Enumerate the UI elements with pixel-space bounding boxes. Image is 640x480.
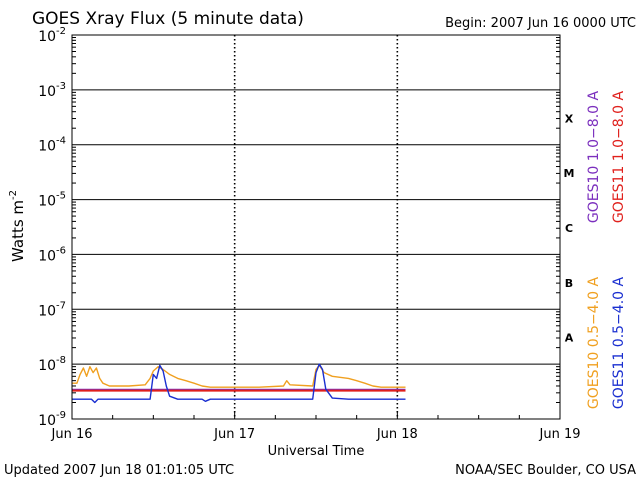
y-tick-label: 10-6 bbox=[38, 245, 66, 264]
x-axis-label: Universal Time bbox=[268, 444, 365, 459]
y-tick-exponent: -6 bbox=[56, 245, 66, 256]
series-line bbox=[72, 364, 406, 388]
flare-class-labels: X M C B A bbox=[564, 112, 575, 344]
grid-layer bbox=[71, 35, 561, 419]
legend: GOES10 1.0−8.0 A GOES11 1.0−8.0 A GOES10 0… bbox=[586, 91, 627, 410]
y-tick-exponent: -5 bbox=[56, 191, 66, 202]
y-axis-label-base: Watts m bbox=[9, 200, 27, 262]
plot-frame bbox=[71, 34, 561, 420]
y-axis-label: Watts m-2 bbox=[8, 190, 27, 262]
legend-entry: GOES10 0.5−4.0 A bbox=[586, 277, 602, 410]
y-tick-exponent: -7 bbox=[56, 300, 66, 311]
y-tick-base: 10 bbox=[38, 303, 56, 319]
y-tick-label: 10-7 bbox=[38, 300, 66, 319]
y-tick-label: 10-9 bbox=[38, 410, 66, 429]
y-tick-label: 10-2 bbox=[38, 26, 66, 45]
y-tick-label: 10-4 bbox=[38, 136, 66, 155]
y-tick-label: 10-3 bbox=[38, 81, 66, 100]
x-tick-label: Jun 16 bbox=[51, 427, 93, 442]
y-tick-base: 10 bbox=[38, 139, 56, 155]
legend-entry: GOES11 0.5−4.0 A bbox=[611, 277, 627, 410]
flare-class-label: C bbox=[565, 222, 573, 235]
series-line bbox=[72, 363, 406, 404]
y-tick-base: 10 bbox=[38, 413, 56, 429]
flare-class-label: B bbox=[565, 277, 573, 290]
y-tick-exponent: -4 bbox=[56, 136, 66, 147]
flare-class-label: X bbox=[565, 112, 574, 125]
x-tick-label: Jun 18 bbox=[376, 427, 418, 442]
y-tick-label: 10-5 bbox=[38, 191, 66, 210]
flare-class-label: A bbox=[565, 332, 574, 345]
flare-class-label: M bbox=[564, 167, 575, 180]
y-tick-exponent: -2 bbox=[56, 26, 66, 37]
x-tick-label: Jun 19 bbox=[539, 427, 581, 442]
updated-timestamp: Updated 2007 Jun 18 01:01:05 UTC bbox=[4, 463, 234, 478]
y-tick-base: 10 bbox=[38, 194, 56, 210]
x-tick-labels: Jun 16 Jun 17 Jun 18 Jun 19 bbox=[51, 427, 581, 442]
series-layer bbox=[72, 363, 406, 404]
begin-date: Begin: 2007 Jun 16 0000 UTC bbox=[445, 16, 636, 31]
y-tick-base: 10 bbox=[38, 248, 56, 264]
y-tick-base: 10 bbox=[38, 358, 56, 374]
y-tick-label: 10-8 bbox=[38, 355, 66, 374]
y-tick-base: 10 bbox=[38, 29, 56, 45]
y-tick-base: 10 bbox=[38, 84, 56, 100]
x-tick-label: Jun 17 bbox=[213, 427, 255, 442]
y-tick-exponent: -9 bbox=[56, 410, 66, 421]
y-axis-label-exponent: -2 bbox=[8, 190, 19, 200]
y-tick-exponent: -8 bbox=[56, 355, 66, 366]
y-tick-labels: 10-210-310-410-510-610-710-810-9 bbox=[38, 26, 66, 429]
y-tick-exponent: -3 bbox=[56, 81, 66, 92]
legend-entry: GOES10 1.0−8.0 A bbox=[586, 91, 602, 224]
credit-text: NOAA/SEC Boulder, CO USA bbox=[455, 463, 636, 478]
legend-entry: GOES11 1.0−8.0 A bbox=[611, 91, 627, 224]
chart-title: GOES Xray Flux (5 minute data) bbox=[32, 9, 304, 29]
